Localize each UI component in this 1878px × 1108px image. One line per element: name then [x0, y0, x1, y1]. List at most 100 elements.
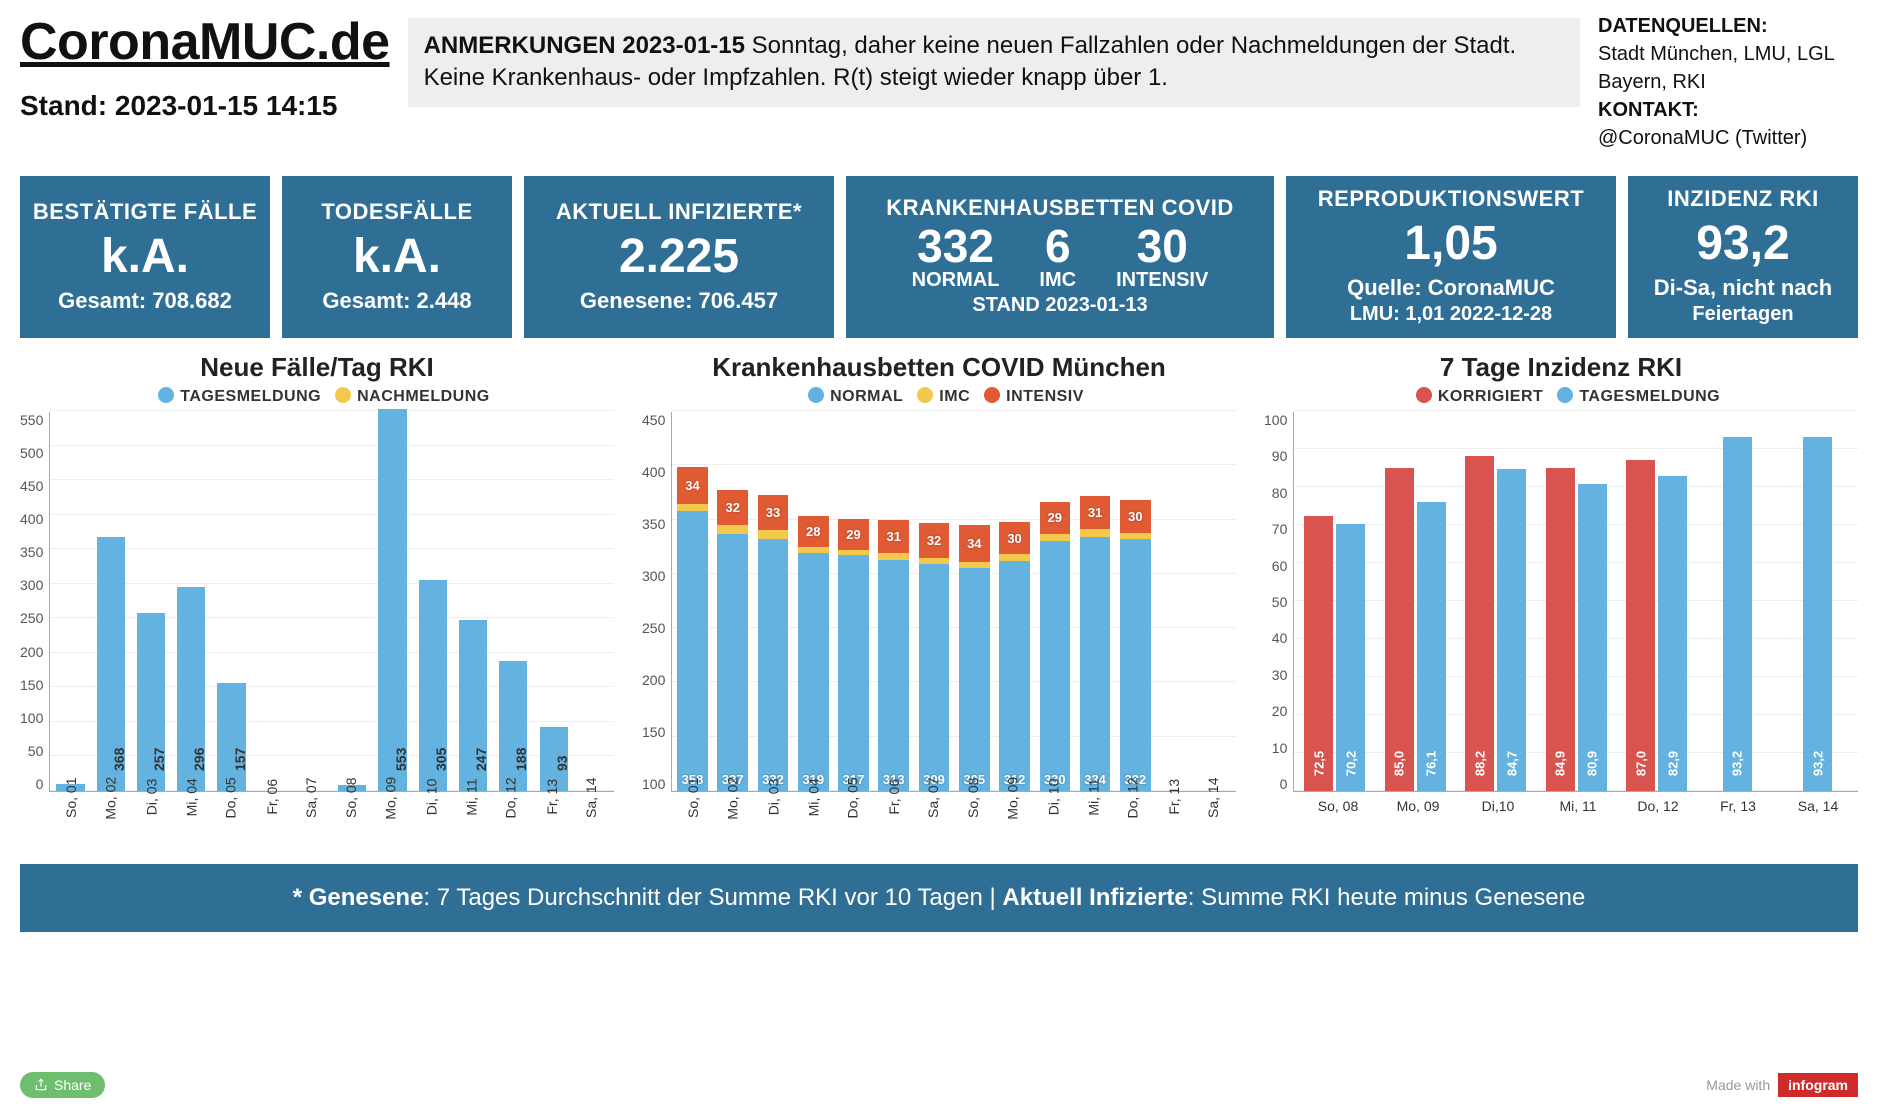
chart1-legend: TAGESMELDUNG NACHMELDUNG [20, 387, 614, 406]
chart2-bars: 3435832337333322831929317313133230934305… [671, 412, 1236, 792]
chart3-bar-korr: 84,9 [1546, 468, 1575, 791]
chart2-intensiv-label: 32 [927, 533, 941, 548]
chart3-xtick: Mi, 11 [1538, 798, 1618, 814]
legend-label: TAGESMELDUNG [180, 388, 321, 405]
chart3-bar-korr: 72,5 [1304, 516, 1333, 792]
chart2-intensiv-label: 29 [846, 527, 860, 542]
made-with[interactable]: Made with infogram [1706, 1073, 1858, 1097]
chart-new-cases: Neue Fälle/Tag RKI TAGESMELDUNG NACHMELDU… [20, 352, 614, 840]
kpi-active: AKTUELL INFIZIERTE* 2.225 Genesene: 706.… [524, 176, 834, 338]
chart3-xtick: Sa, 14 [1778, 798, 1858, 814]
contact-text[interactable]: @CoronaMUC (Twitter) [1598, 127, 1807, 149]
chart1-bar: 368 [97, 537, 125, 791]
chart-hospital: Krankenhausbetten COVID München NORMAL IM… [642, 352, 1236, 840]
share-icon [34, 1078, 48, 1092]
legend-dot [1557, 387, 1573, 403]
chart3-korr-label: 88,2 [1472, 751, 1487, 776]
chart2-legend: NORMALIMCINTENSIV [642, 387, 1236, 406]
chart2-bar: 29330 [1040, 502, 1071, 791]
chart3-korr-label: 72,5 [1311, 751, 1326, 776]
sources-text: Stadt München, LMU, LGL Bayern, RKI [1598, 43, 1834, 93]
contact-label: KONTAKT: [1598, 99, 1699, 121]
chart2-intensiv-label: 31 [1088, 505, 1102, 520]
chart3-tages-label: 80,9 [1585, 751, 1600, 776]
chart3-bar-tages: 93,2 [1723, 437, 1752, 791]
chart3-bar-korr: 88,2 [1465, 456, 1494, 791]
chart3-title: 7 Tage Inzidenz RKI [1264, 352, 1858, 383]
chart3-bars: 72,5 70,2 85,0 76,1 88,2 84,7 84,9 80,9 87,0 82,9… [1293, 412, 1858, 792]
chart2-bar: 30312 [999, 522, 1030, 791]
legend-label: NORMAL [830, 388, 903, 405]
chart2-bar: 32309 [919, 523, 950, 791]
chart3-tages-label: 84,7 [1504, 751, 1519, 776]
footnote-bar: * Genesene: 7 Tages Durchschnitt der Sum… [20, 864, 1858, 932]
chart2-intensiv-label: 29 [1048, 510, 1062, 525]
chart2-intensiv-label: 33 [766, 505, 780, 520]
chart3-tages-label: 93,2 [1730, 751, 1745, 776]
chart1-title: Neue Fälle/Tag RKI [20, 352, 614, 383]
chart3-bar-korr: 85,0 [1385, 468, 1414, 791]
chart2-intensiv-label: 34 [967, 536, 981, 551]
chart3-tages-label: 93,2 [1810, 751, 1825, 776]
chart1-bars: 36825729615755330524718893 [49, 412, 614, 792]
legend-label: TAGESMELDUNG [1579, 388, 1720, 405]
chart2-intensiv-label: 32 [726, 500, 740, 515]
site-title[interactable]: CoronaMUC.de [20, 12, 390, 72]
chart1-yaxis: 550500450400350300250200150100500 [20, 412, 49, 792]
meta-box: DATENQUELLEN: Stadt München, LMU, LGL Ba… [1598, 12, 1858, 152]
chart2-bar: 30332 [1120, 500, 1151, 791]
stand-label: Stand: 2023-01-15 14:15 [20, 90, 390, 122]
chart2-bar: 28319 [798, 516, 829, 791]
legend-label: IMC [939, 388, 970, 405]
kpi-r: REPRODUKTIONSWERT 1,05 Quelle: CoronaMUC… [1286, 176, 1616, 338]
chart1-bar: 553 [378, 409, 406, 791]
chart-incidence: 7 Tage Inzidenz RKI KORRIGIERTTAGESMELDU… [1264, 352, 1858, 840]
kpi-incidence: INZIDENZ RKI 93,2 Di-Sa, nicht nach Feie… [1628, 176, 1858, 338]
chart2-xticks: So, 01Mo, 02Di, 03Mi, 04Do, 05Fr, 06Sa, … [676, 792, 1236, 840]
chart1-bar: 305 [419, 580, 447, 791]
chart2-title: Krankenhausbetten COVID München [642, 352, 1236, 383]
chart3-xtick: So, 08 [1298, 798, 1378, 814]
chart3-xtick: Mo, 09 [1378, 798, 1458, 814]
chart3-korr-label: 87,0 [1633, 751, 1648, 776]
chart3-xtick: Do, 12 [1618, 798, 1698, 814]
chart2-intensiv-label: 30 [1128, 509, 1142, 524]
chart2-bar: 32337 [717, 490, 748, 791]
kpi-hospital: KRANKENHAUSBETTEN COVID 332NORMAL 6IMC 3… [846, 176, 1274, 338]
chart3-tages-label: 76,1 [1424, 751, 1439, 776]
chart2-intensiv-label: 31 [887, 529, 901, 544]
chart2-bar: 31334 [1080, 496, 1111, 791]
chart3-legend: KORRIGIERTTAGESMELDUNG [1264, 387, 1858, 406]
legend-dot [917, 387, 933, 403]
chart2-bar: 31313 [878, 520, 909, 791]
chart2-bar: 34358 [677, 467, 708, 791]
chart3-xticks: So, 08Mo, 09Di,10Mi, 11Do, 12Fr, 13Sa, 1… [1298, 798, 1858, 814]
annotations-box: ANMERKUNGEN 2023-01-15 Sonntag, daher ke… [408, 18, 1580, 107]
share-button[interactable]: Share [20, 1072, 105, 1098]
sources-label: DATENQUELLEN: [1598, 15, 1768, 37]
chart3-tages-label: 82,9 [1665, 751, 1680, 776]
chart3-korr-label: 84,9 [1553, 751, 1568, 776]
legend-dot [158, 387, 174, 403]
chart2-bar: 34305 [959, 525, 990, 791]
legend-dot [808, 387, 824, 403]
chart3-bar-tages: 84,7 [1497, 469, 1526, 791]
chart1-xticks: So, 01Mo, 02Di, 03Mi, 04Do, 05Fr, 06Sa, … [54, 792, 614, 840]
chart2-bar: 33332 [758, 495, 789, 791]
chart3-bar-tages: 82,9 [1658, 476, 1687, 791]
chart3-xtick: Di,10 [1458, 798, 1538, 814]
chart3-yaxis: 1009080706050403020100 [1264, 412, 1293, 792]
legend-dot [984, 387, 1000, 403]
legend-dot [1416, 387, 1432, 403]
chart1-bar: 296 [177, 587, 205, 792]
chart3-bar-tages: 93,2 [1803, 437, 1832, 791]
chart3-bar-tages: 80,9 [1578, 484, 1607, 791]
legend-dot [335, 387, 351, 403]
chart3-bar-tages: 70,2 [1336, 524, 1365, 791]
infogram-logo: infogram [1778, 1073, 1858, 1097]
kpi-row: BESTÄTIGTE FÄLLE k.A. Gesamt: 708.682 TO… [20, 176, 1858, 338]
legend-label: NACHMELDUNG [357, 388, 490, 405]
chart2-intensiv-label: 30 [1007, 531, 1021, 546]
annotations-title: ANMERKUNGEN 2023-01-15 [424, 32, 745, 59]
chart3-xtick: Fr, 13 [1698, 798, 1778, 814]
